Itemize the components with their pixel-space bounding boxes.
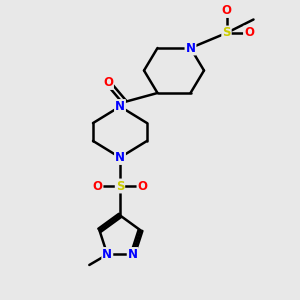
Text: O: O bbox=[92, 179, 103, 193]
Text: N: N bbox=[115, 151, 125, 164]
Text: N: N bbox=[128, 248, 138, 261]
Text: N: N bbox=[185, 41, 196, 55]
Text: O: O bbox=[221, 4, 232, 17]
Text: O: O bbox=[103, 76, 113, 89]
Text: O: O bbox=[244, 26, 254, 40]
Text: O: O bbox=[137, 179, 148, 193]
Text: S: S bbox=[222, 26, 231, 40]
Text: S: S bbox=[116, 179, 124, 193]
Text: N: N bbox=[115, 100, 125, 113]
Text: N: N bbox=[102, 248, 112, 261]
